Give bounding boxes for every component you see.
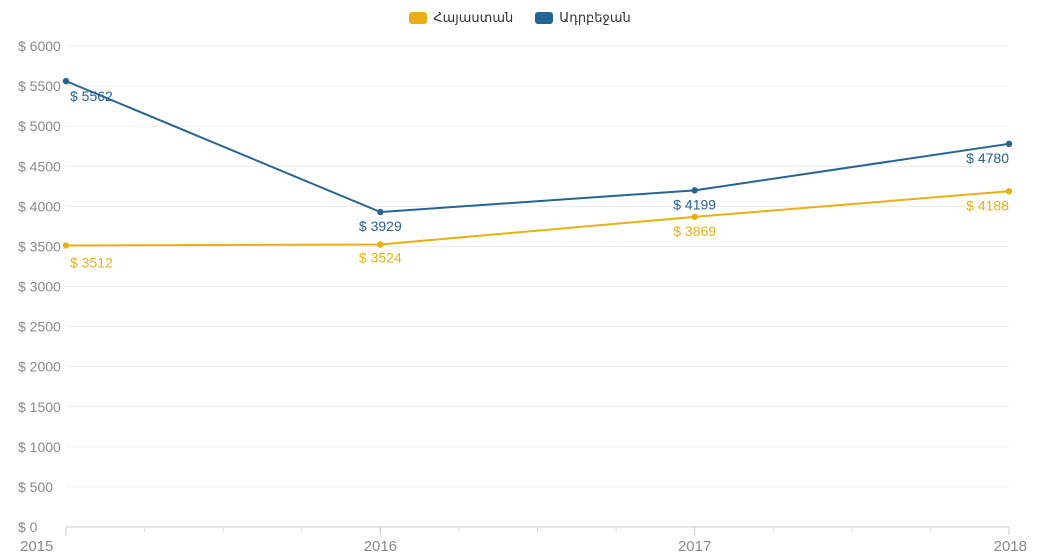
data-label: $ 3524 (359, 249, 402, 265)
legend-swatch-azerbaijan (535, 12, 554, 24)
x-axis: 2015 2016 2017 2018 (20, 527, 1027, 555)
x-tick-label: 2018 (994, 538, 1027, 555)
series-line (65, 80, 1010, 214)
y-tick-label: $ 2000 (18, 359, 61, 375)
y-tick-label: $ 5500 (18, 78, 61, 94)
data-point[interactable] (1005, 140, 1013, 148)
y-tick-label: $ 5000 (18, 118, 61, 134)
x-tick-label: 2017 (678, 538, 711, 555)
data-label: $ 4188 (966, 197, 1009, 213)
x-tick-label: 2016 (364, 538, 397, 555)
y-tick-label: $ 3500 (18, 238, 61, 254)
data-label: $ 5562 (70, 88, 113, 104)
x-tick-label: 2015 (20, 538, 53, 555)
series-line (65, 190, 1010, 247)
y-tick-label: $ 4500 (18, 158, 61, 174)
y-tick-label: $ 500 (18, 479, 53, 495)
y-axis: $ 0 $ 500 $ 1000 $ 1500 $ 2000 $ 2500 $ 3000 $ … (18, 38, 61, 535)
y-tick-label: $ 1000 (18, 439, 61, 455)
data-point[interactable] (62, 242, 70, 249)
series-group: $ 3512 $ 3524 $ 3869 $ 4188 $ 5562 $ 3929 $ 41… (62, 77, 1013, 270)
legend-swatch-armenia (409, 12, 428, 24)
legend-item-azerbaijan[interactable]: Ադրբեջան (535, 10, 631, 26)
y-tick-label: $ 3000 (18, 279, 61, 295)
series-azerbaijan: $ 5562 $ 3929 $ 4199 $ 4780 (62, 77, 1013, 234)
series-armenia: $ 3512 $ 3524 $ 3869 $ 4188 (62, 188, 1013, 270)
data-point[interactable] (377, 241, 384, 248)
y-tick-label: $ 2500 (18, 319, 61, 335)
legend-label-armenia: Հայաստան (433, 10, 514, 25)
data-point[interactable] (377, 208, 384, 216)
y-tick-label: $ 4000 (18, 198, 61, 214)
grid-lines (66, 45, 1009, 528)
data-point[interactable] (691, 213, 698, 221)
legend-item-armenia[interactable]: Հայաստան (409, 10, 513, 26)
data-label: $ 4780 (966, 150, 1009, 166)
legend: Հայաստան Ադրբեջան (0, 10, 1040, 26)
y-tick-label: $ 1500 (18, 399, 61, 415)
data-label: $ 3869 (673, 223, 716, 239)
data-point[interactable] (1005, 188, 1013, 195)
data-label: $ 3929 (359, 218, 402, 234)
data-point[interactable] (691, 187, 698, 194)
legend-label-azerbaijan: Ադրբեջան (559, 10, 631, 25)
data-label: $ 3512 (70, 254, 113, 270)
data-point[interactable] (62, 77, 70, 85)
y-tick-label: $ 6000 (18, 38, 61, 54)
data-label: $ 4199 (673, 196, 716, 212)
y-tick-label: $ 0 (18, 519, 38, 535)
